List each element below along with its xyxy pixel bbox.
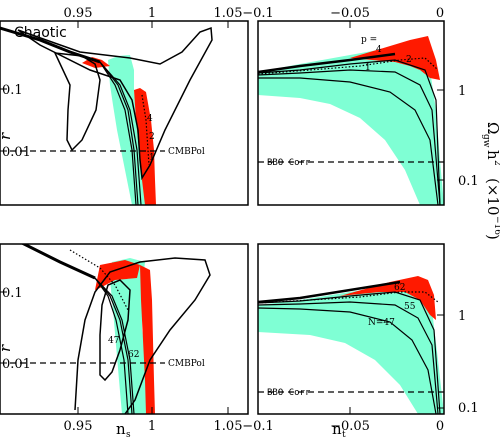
tr-ytick-1: 0.1 [458,174,479,189]
svg-text:n: n [116,420,126,437]
ylabel-omega: Ω gw h 2 (×10 −16 ) [481,122,500,240]
ylabel-r-top: r [0,132,14,140]
tr-xtick-0: −0.1 [242,6,274,21]
bl-curve-55 [94,277,135,414]
tl-chaotic-line [0,26,101,64]
tr-ytick-0: 1 [458,84,466,99]
bl-ytick-1: 0.01 [2,357,31,372]
bl-curve-47 [94,277,129,414]
br-xtick-2: 0 [436,419,444,434]
panel-top-left: Chaotic CMBPol 4 2 1 0.95 1 1.05 0.1 0.0… [0,6,249,206]
svg-text:t: t [342,430,346,437]
bl-inner-contour [99,279,131,382]
br-label-47: N=47 [368,318,395,328]
br-ytick-1: 0.1 [458,401,479,416]
tr-xtick-2: 0 [436,6,444,21]
tl-curve-1 [99,61,142,205]
bl-frame [0,243,249,415]
tr-dotted [258,57,439,75]
tl-ytick-1: 0.01 [2,145,31,160]
bl-xtick-0: 0.95 [64,419,93,434]
tr-curve-1 [258,77,439,205]
tl-xtick-1: 1 [148,6,156,21]
tl-title: Chaotic [14,25,67,41]
br-bbo-label: BBO Corr [267,388,311,398]
tl-xtick-2: 1.05 [214,6,243,21]
svg-text:gw: gw [481,134,491,148]
bl-red-band [95,260,140,290]
ylabel-r-bottom: r [0,344,14,352]
tr-label-2: 2 [406,55,412,65]
tr-red-band [350,36,440,80]
tl-cmbpol-label: CMBPol [168,147,205,157]
tr-ticks [349,21,444,181]
bl-ticks [0,291,229,414]
svg-text:s: s [126,430,131,437]
br-curve-55 [258,301,439,414]
svg-text:n: n [332,420,342,437]
bl-xtick-2: 1.05 [214,419,243,434]
tl-ticks [0,21,229,152]
tr-frame [257,20,445,206]
tl-xtick-0: 0.95 [64,6,93,21]
panel-bottom-left: CMBPol 47 62 0.95 1 1.05 0.1 0.01 [0,243,249,434]
br-cyan-band [258,284,444,414]
br-dotted [258,291,439,304]
tl-label-4: 4 [147,114,153,124]
bl-outer-contour [74,257,211,414]
svg-text:(×10: (×10 [484,178,500,216]
tl-label-2: 2 [149,132,155,142]
tl-inner-contour [53,52,101,152]
br-label-55: 55 [404,302,416,312]
tr-curve-4 [258,59,441,205]
svg-text:Ω: Ω [484,122,500,134]
tl-outer-contour [17,26,213,181]
br-curve-47 [258,307,437,414]
svg-text:−16: −16 [492,216,500,235]
panel-bottom-right: BBO Corr 62 55 N=47 −0.1 −0.05 0 1 0.1 [242,243,479,434]
tr-curve-2 [258,69,441,205]
tr-label-p: p = [361,35,377,45]
tl-curve-2 [99,61,139,205]
br-ytick-0: 1 [458,309,466,324]
panel-top-right: BBO Corr p = 4 2 1 −0.1 −0.05 0 1 0.1 [242,6,479,206]
br-xtick-0: −0.1 [242,419,274,434]
br-xtick-1: −0.05 [330,419,370,434]
bl-curve-62 [94,277,133,414]
tr-label-1: 1 [365,63,371,73]
bl-ytick-0: 0.1 [2,286,23,301]
xlabel-ns: n s [116,420,131,437]
svg-text:h: h [484,150,500,160]
tr-xtick-1: −0.05 [330,6,370,21]
svg-text:2: 2 [492,160,500,166]
tr-cyan-band [258,44,444,205]
bl-red-band-2 [140,265,155,414]
svg-text:): ) [484,234,500,240]
xlabel-nt: n t [332,420,346,437]
br-red-band [340,276,436,320]
bl-xtick-1: 1 [148,419,156,434]
bl-label-62: 62 [128,350,139,360]
bl-label-47: 47 [108,336,120,346]
bl-chaotic-line [20,244,96,280]
tr-label-4: 4 [376,45,382,55]
tl-red-band-2 [134,88,156,205]
tl-curve-4 [99,61,137,205]
tl-frame [0,20,249,206]
tr-black-fan-top [258,52,396,74]
br-black-fan-top [258,280,401,304]
tl-label-1: 1 [149,153,155,163]
br-label-62: 62 [394,283,405,293]
br-frame [257,243,445,415]
bl-cmbpol-label: CMBPol [168,359,205,369]
bl-dotted [69,249,129,311]
tl-ytick-0: 0.1 [2,83,23,98]
br-ticks [349,314,444,414]
tr-bbo-label: BBO Corr [267,158,311,168]
